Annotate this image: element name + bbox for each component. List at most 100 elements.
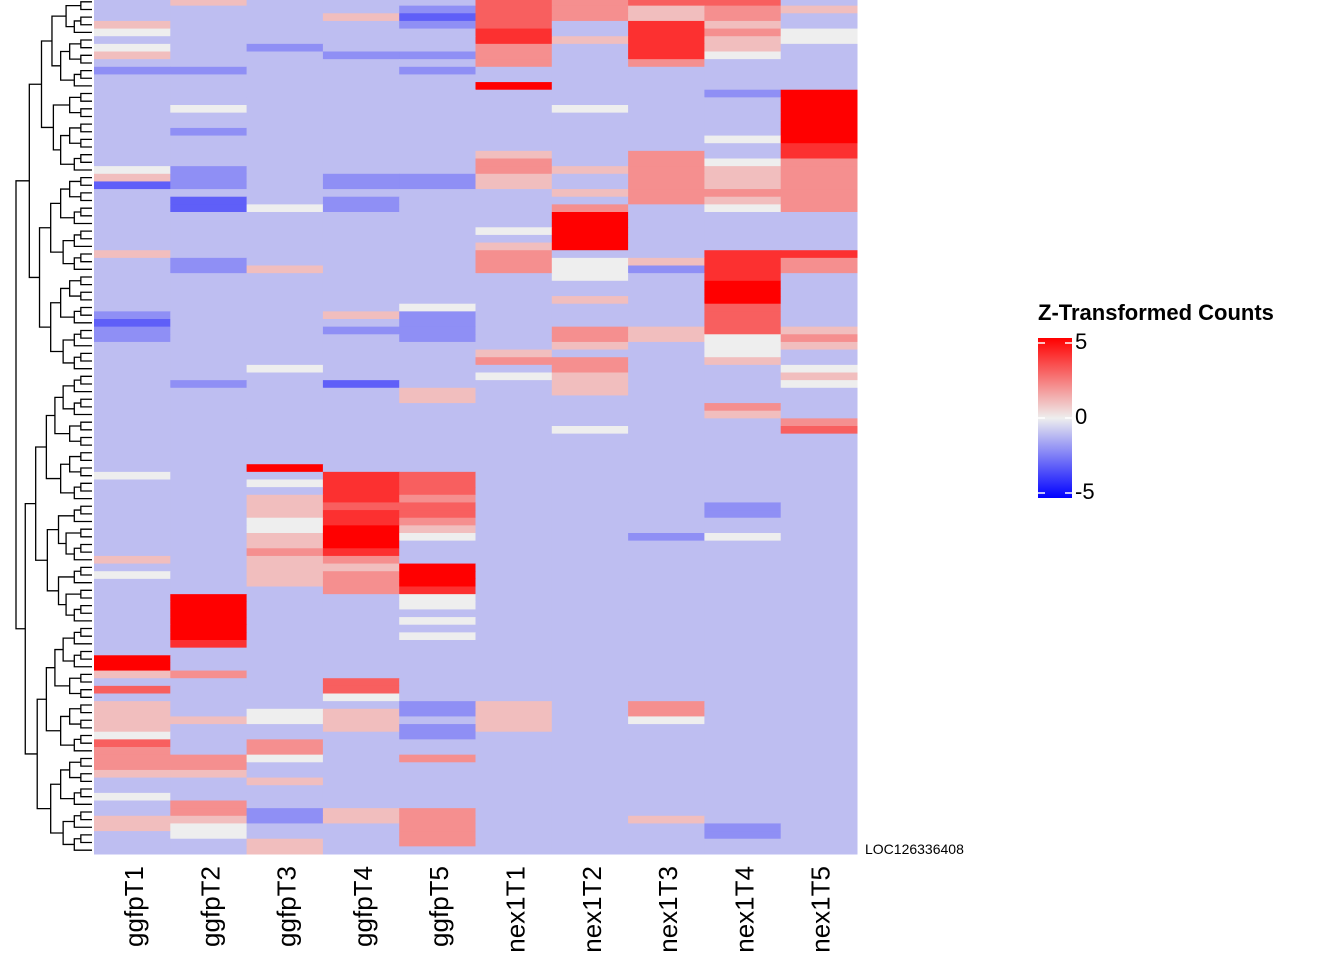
cell (94, 150, 171, 159)
cell (628, 89, 705, 98)
cell (322, 525, 400, 534)
cell (551, 372, 629, 381)
cell (704, 471, 782, 480)
dendrogram-branch (80, 253, 92, 263)
cell (170, 464, 248, 473)
dendrogram-branch (65, 4, 81, 28)
cell (170, 823, 248, 832)
column-label: nex1T3 (653, 866, 683, 953)
cell (704, 20, 782, 30)
cell (475, 578, 553, 587)
dendrogram-branch (80, 689, 92, 698)
cell (551, 662, 629, 672)
cell (246, 632, 324, 641)
cell (94, 456, 171, 465)
cell (780, 647, 858, 656)
cell (628, 403, 705, 412)
cell (94, 20, 171, 30)
cell (170, 487, 248, 496)
cell (170, 273, 248, 282)
dendrogram-branch (80, 138, 92, 148)
cell (170, 257, 248, 266)
cell (551, 387, 629, 396)
cell (170, 120, 248, 129)
cell (170, 433, 248, 442)
cell (628, 632, 705, 641)
dendrogram-branch (73, 486, 92, 500)
cell (322, 640, 400, 649)
dendrogram-branch (62, 385, 75, 410)
cell (551, 846, 629, 855)
cell (322, 36, 400, 45)
cell (94, 349, 171, 358)
cell (170, 242, 248, 251)
cell (628, 441, 705, 450)
cell (551, 624, 629, 633)
cell (704, 808, 782, 817)
cell (399, 693, 476, 702)
dendrogram-branch (69, 96, 81, 114)
cell (475, 739, 553, 748)
cell (551, 494, 629, 503)
cell (780, 51, 858, 60)
cell (170, 777, 248, 786)
cell (246, 89, 324, 98)
cell (246, 372, 324, 381)
cell (322, 456, 400, 465)
cell (94, 82, 171, 91)
cell (322, 739, 400, 748)
cell (94, 586, 171, 595)
cell (94, 670, 171, 679)
cell (94, 441, 171, 450)
cell (399, 51, 476, 60)
cell (170, 502, 248, 511)
cell (94, 632, 171, 641)
cell (704, 89, 782, 98)
cell (551, 578, 629, 587)
cell (322, 173, 400, 182)
dendrogram-branch (60, 715, 75, 746)
cell (780, 777, 858, 786)
cell (399, 502, 476, 511)
cell (399, 777, 476, 786)
cell (628, 158, 705, 167)
cell (322, 28, 400, 37)
cell (94, 410, 171, 419)
cell (322, 693, 400, 702)
cell (704, 5, 782, 14)
cell (170, 448, 248, 458)
cell (322, 364, 400, 373)
cell (704, 624, 782, 633)
cell (399, 349, 476, 358)
cell (780, 66, 858, 75)
cell (246, 158, 324, 167)
cell (94, 655, 171, 664)
cell (170, 510, 248, 519)
column-label: nex1T5 (806, 866, 836, 953)
cell (628, 800, 705, 809)
cell (170, 189, 248, 198)
cell (551, 754, 629, 763)
cell (780, 800, 858, 809)
cell (628, 127, 705, 137)
cell (94, 831, 171, 840)
cell (94, 479, 171, 488)
cell (704, 510, 782, 519)
cell (246, 28, 324, 37)
dendrogram-branch (80, 1, 92, 11)
cell (780, 380, 858, 389)
cell (704, 815, 782, 824)
cell (704, 517, 782, 526)
cell (780, 311, 858, 320)
cell (322, 487, 400, 496)
cell (475, 594, 553, 603)
cell (628, 838, 705, 847)
cell (628, 448, 705, 458)
cell (628, 433, 705, 442)
cell (475, 479, 553, 488)
dendrogram-branch (80, 757, 92, 767)
cell (475, 762, 553, 771)
cell (475, 257, 553, 266)
cell (704, 609, 782, 618)
cell (551, 380, 629, 389)
